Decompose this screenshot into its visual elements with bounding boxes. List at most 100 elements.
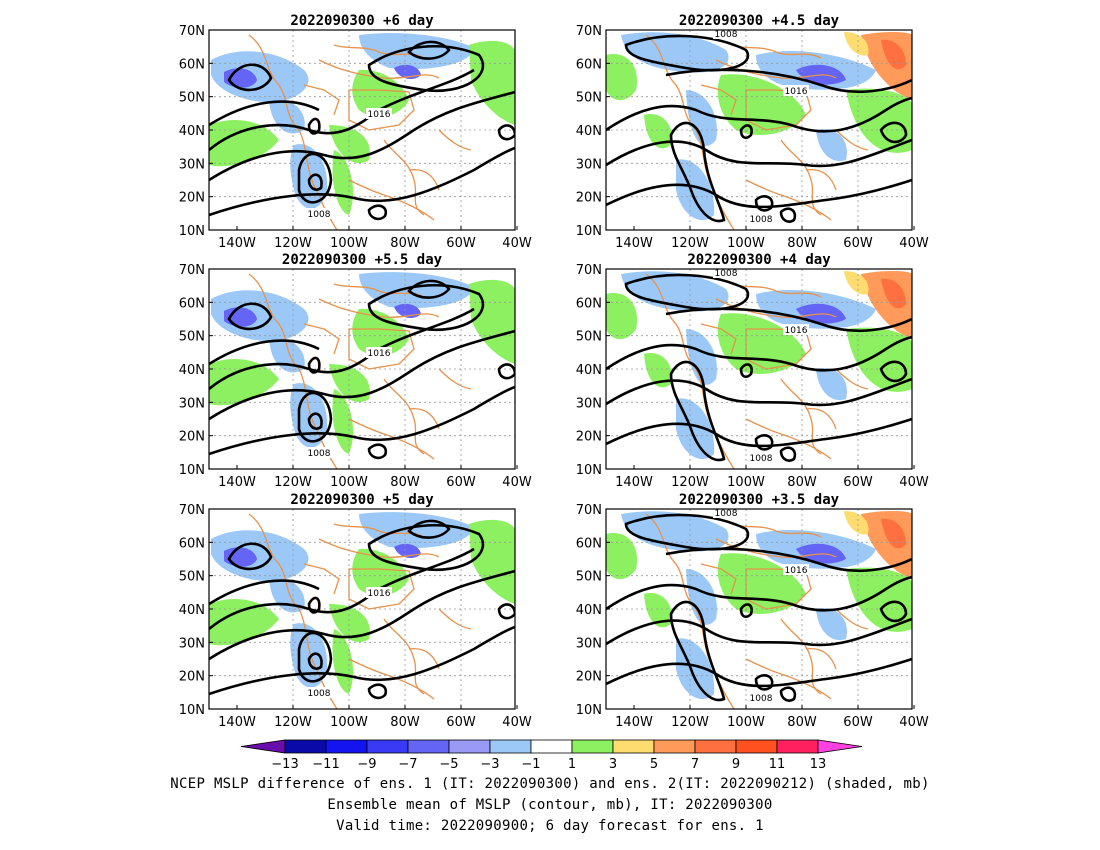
- lat-tick-label: 40N: [576, 363, 602, 378]
- mslp-contour: [879, 121, 908, 144]
- lat-tick-label: 10N: [576, 463, 602, 478]
- lat-tick-label: 40N: [576, 603, 602, 618]
- mslp-contour: [227, 542, 273, 571]
- mslp-contour: [367, 524, 485, 572]
- contour-label: 1008: [308, 689, 331, 699]
- lat-tick-label: 30N: [576, 157, 602, 172]
- panel-title: 2022090300 +3.5 day: [679, 492, 840, 508]
- difference-shading: [332, 629, 354, 694]
- difference-shading: [352, 548, 409, 596]
- colorbar-tick-label: −9: [357, 757, 376, 772]
- mslp-contour: [739, 363, 753, 379]
- mslp-contour: [307, 412, 323, 430]
- mslp-contour: [209, 329, 515, 421]
- mslp-contour: [779, 446, 797, 462]
- mslp-contour: [624, 273, 750, 311]
- colorbar-tick-label: −1: [521, 757, 540, 772]
- lon-tick-label: 80W: [390, 475, 420, 490]
- lat-tick-label: 60N: [576, 296, 602, 311]
- contour-label: 1016: [368, 110, 391, 120]
- lon-tick-label: 140W: [218, 236, 256, 251]
- mslp-contour: [754, 434, 774, 451]
- mslp-contour: [879, 360, 908, 383]
- mslp-contour: [227, 302, 273, 331]
- mslp-contour: [307, 652, 323, 670]
- colorbar-swatch: [448, 739, 491, 754]
- lon-tick-label: 100W: [727, 475, 765, 490]
- contour-label: 1016: [785, 326, 808, 336]
- difference-shading: [621, 511, 729, 552]
- lat-tick-label: 10N: [576, 224, 602, 239]
- mslp-contour: [665, 68, 912, 94]
- map-panel: 1016 1008 2022090300 +5 day 70N 60N 50N 40N 30N…: [179, 492, 532, 730]
- mslp-contour: [209, 339, 320, 366]
- mslp-contour: [606, 575, 912, 612]
- mslp-contour: [669, 360, 726, 462]
- colorbar-swatch: [694, 739, 737, 754]
- difference-shading: [606, 533, 637, 580]
- panel-title: 2022090300 +4 day: [687, 252, 831, 268]
- difference-shading: [816, 129, 847, 162]
- lon-tick-label: 40W: [899, 715, 929, 730]
- colorbar: −13 −11 −9 −7 −5 −3 −1 1 3 5 7 9 11 13: [240, 739, 863, 772]
- contour-label: 1008: [750, 454, 773, 464]
- mslp-contour: [407, 40, 451, 60]
- difference-shading: [352, 308, 409, 356]
- lat-tick-label: 30N: [179, 636, 205, 651]
- mslp-contour: [606, 657, 912, 688]
- difference-shading: [469, 40, 515, 125]
- difference-shading: [359, 512, 474, 549]
- colorbar-swatch: [776, 739, 819, 754]
- colorbar-tick-label: 5: [650, 757, 658, 772]
- colorbar-swatch: [325, 739, 368, 754]
- lon-tick-label: 100W: [727, 236, 765, 251]
- lat-tick-label: 10N: [179, 463, 205, 478]
- difference-shading: [816, 368, 847, 401]
- mslp-contour: [624, 513, 750, 551]
- mslp-contour: [754, 195, 774, 212]
- mslp-contour: [606, 138, 912, 168]
- lon-tick-label: 120W: [274, 475, 312, 490]
- difference-shading: [359, 272, 474, 309]
- colorbar-tick-label: 3: [609, 757, 617, 772]
- map-panel: 1016 1008 2022090300 +6 day 70N 60N 50N 40N 30N…: [179, 13, 532, 251]
- difference-shading: [844, 32, 869, 56]
- lat-tick-label: 20N: [179, 670, 205, 685]
- lat-tick-label: 50N: [576, 570, 602, 585]
- lon-tick-label: 60W: [446, 475, 476, 490]
- lat-tick-label: 20N: [576, 670, 602, 685]
- colorbar-tick-label: 1: [568, 757, 576, 772]
- mslp-contour: [209, 100, 320, 127]
- lon-tick-label: 60W: [843, 715, 873, 730]
- lat-tick-label: 40N: [179, 363, 205, 378]
- lon-tick-label: 60W: [843, 475, 873, 490]
- caption-line-2: Ensemble mean of MSLP (contour, mb), IT:…: [327, 797, 773, 813]
- difference-shading: [606, 54, 637, 101]
- mslp-contour: [227, 63, 273, 92]
- caption-line-3: Valid time: 2022090900; 6 day forecast f…: [336, 818, 764, 834]
- lat-tick-label: 60N: [179, 57, 205, 72]
- colorbar-tick-label: 11: [769, 757, 786, 772]
- colorbar-tick-label: −7: [398, 757, 417, 772]
- lat-tick-label: 30N: [179, 396, 205, 411]
- mslp-contour: [307, 356, 321, 374]
- mslp-contour: [209, 569, 515, 661]
- lon-tick-label: 140W: [218, 475, 256, 490]
- lat-tick-label: 20N: [179, 430, 205, 445]
- difference-shading: [329, 604, 370, 643]
- mslp-contour: [779, 207, 797, 223]
- mslp-contour: [297, 152, 333, 204]
- lat-tick-label: 10N: [576, 703, 602, 718]
- lon-tick-label: 100W: [330, 715, 368, 730]
- mslp-contour: [209, 307, 475, 390]
- lon-tick-label: 80W: [787, 475, 817, 490]
- lat-tick-label: 50N: [179, 330, 205, 345]
- lat-tick-label: 60N: [179, 536, 205, 551]
- mslp-contour: [606, 96, 912, 133]
- mslp-contour: [606, 335, 912, 372]
- lon-tick-label: 80W: [390, 715, 420, 730]
- lon-tick-label: 140W: [615, 236, 653, 251]
- lat-tick-label: 60N: [576, 57, 602, 72]
